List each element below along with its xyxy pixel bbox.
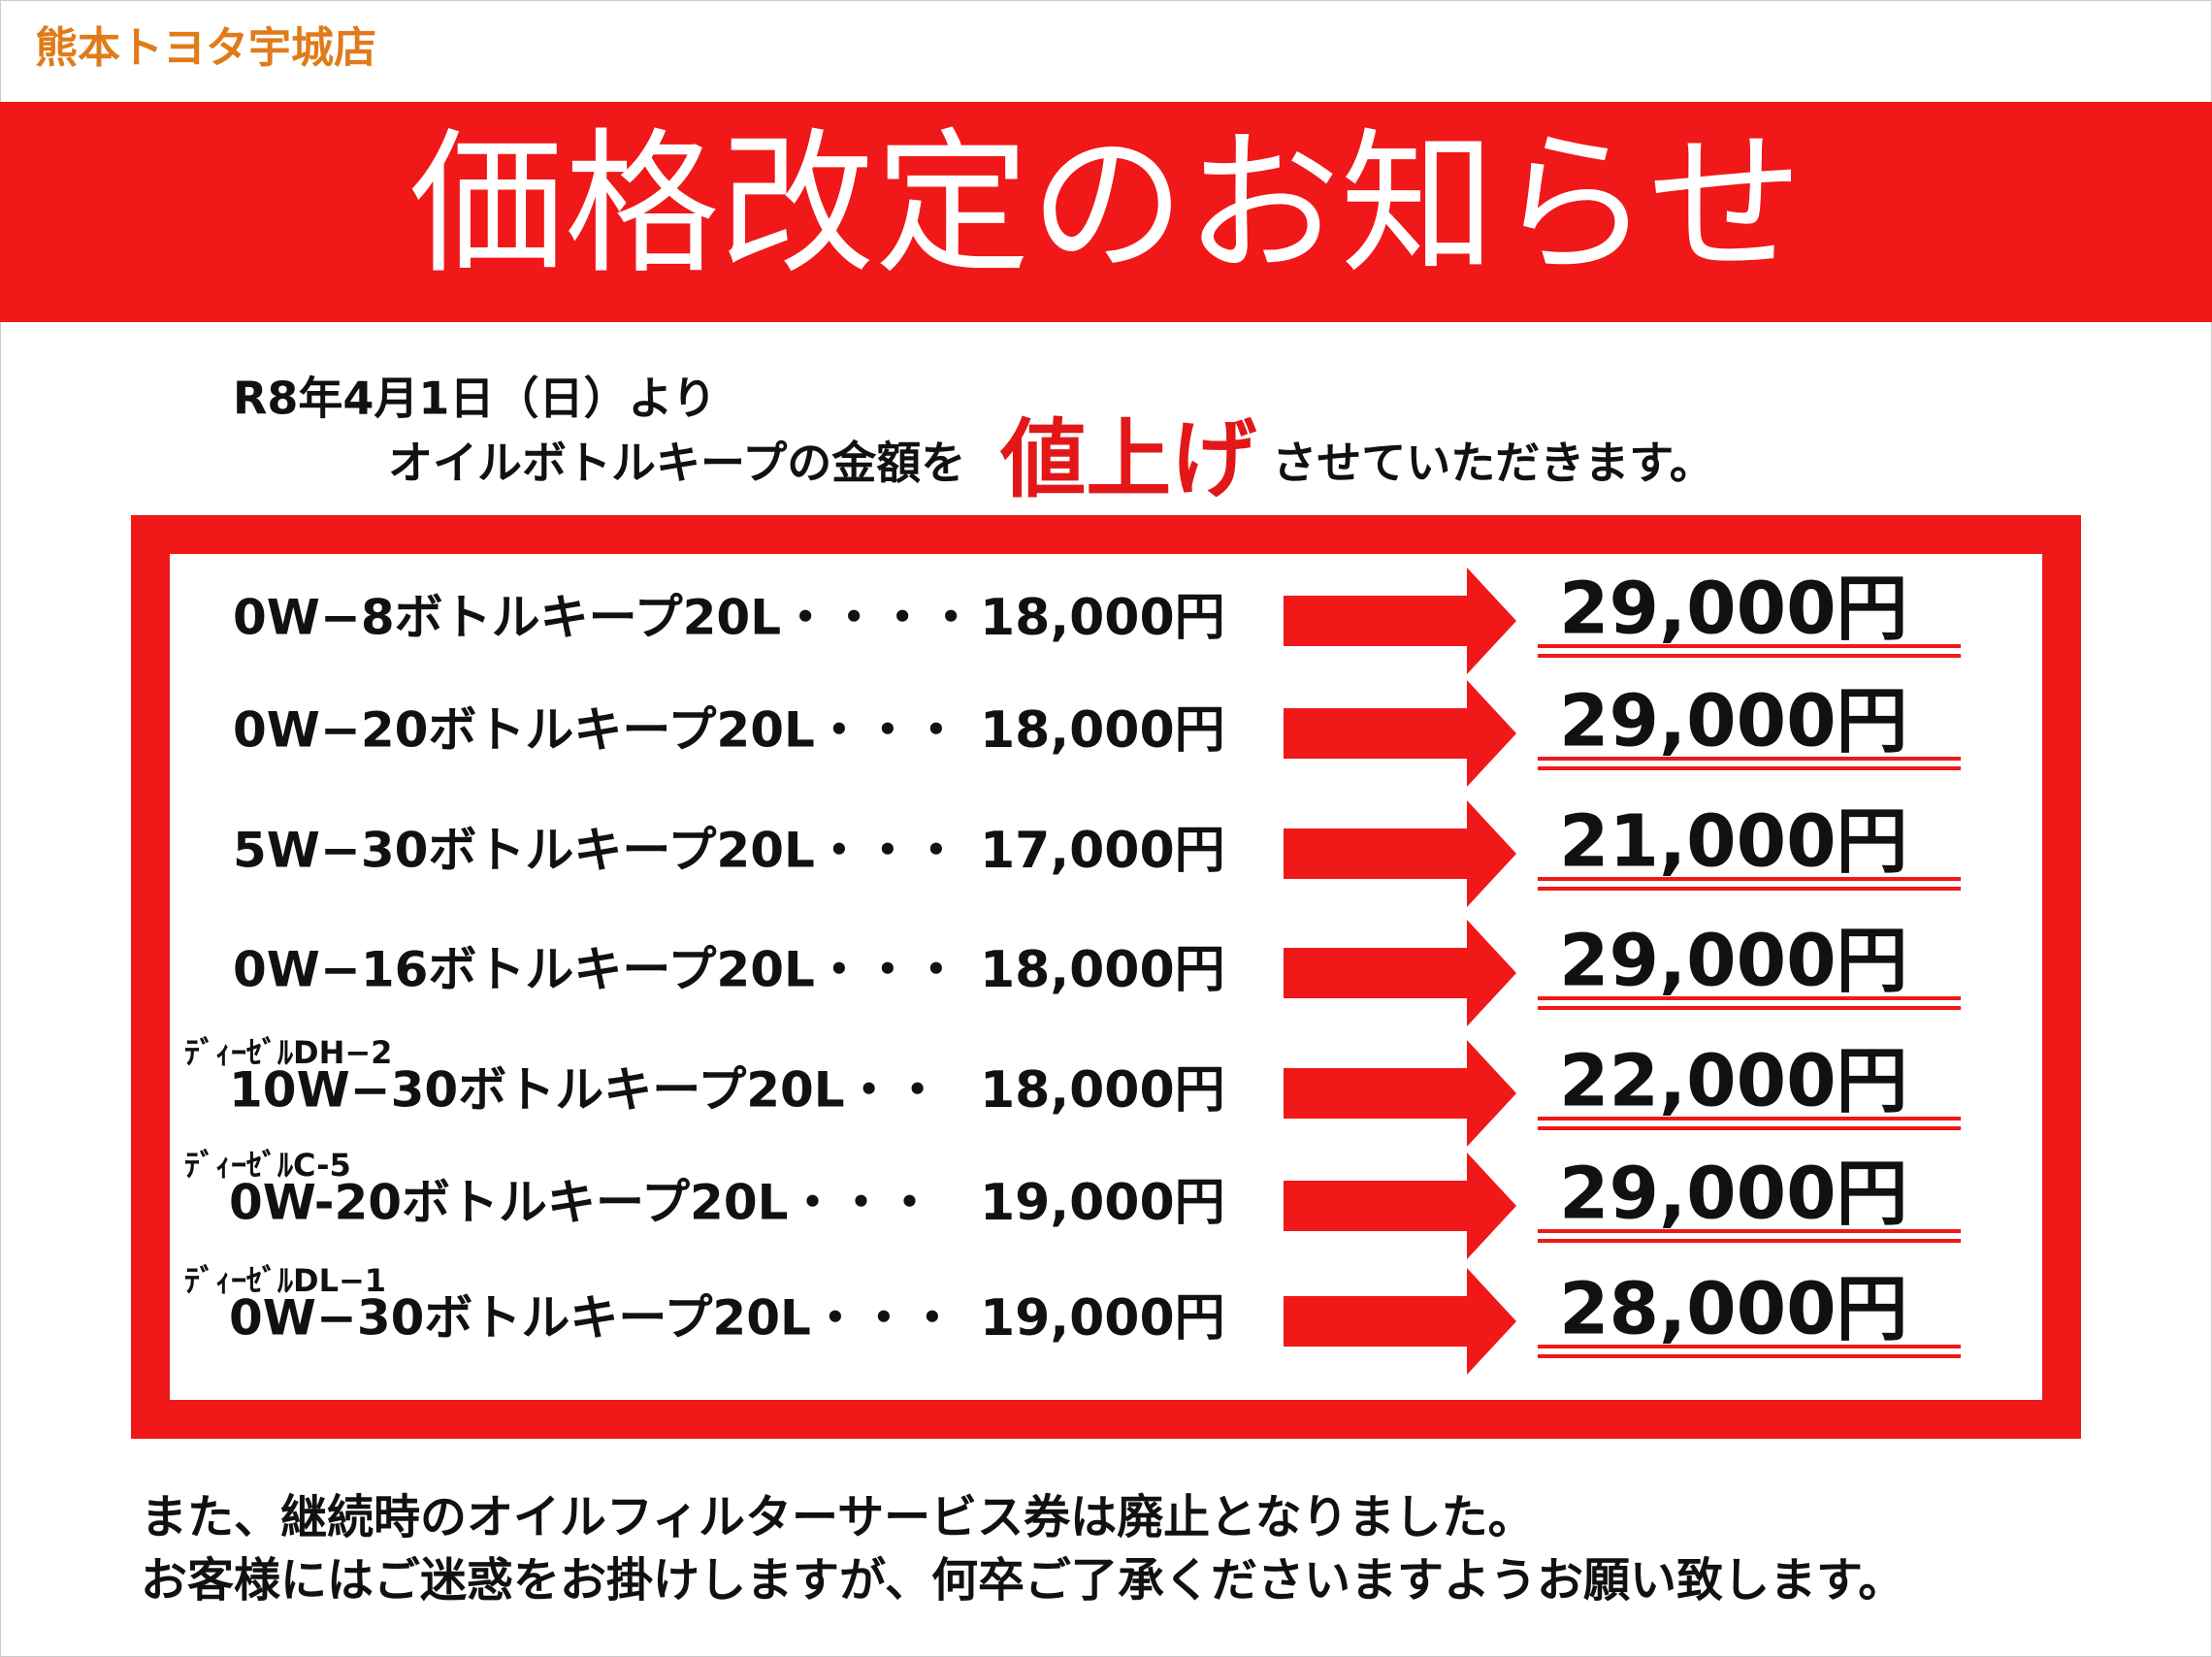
price-list: 0W−8ボトルキープ20L・・・・ 18,000円 29,000円0W−20ボトルキ… xyxy=(184,568,1961,1375)
arrow xyxy=(1284,680,1516,787)
new-price: 29,000円 xyxy=(1559,920,1908,1003)
underline xyxy=(1538,996,1961,1000)
item-name: 0W-20ボトルキープ20L・・・ xyxy=(229,1175,933,1231)
old-price: 17,000円 xyxy=(980,822,1225,880)
new-price: 29,000円 xyxy=(1559,680,1908,764)
intro-date: R8年4月1日（日）より xyxy=(233,373,717,425)
underline xyxy=(1538,1126,1961,1130)
title-band xyxy=(0,102,2212,322)
underline xyxy=(1538,766,1961,770)
arrow xyxy=(1284,1268,1516,1375)
new-price: 21,000円 xyxy=(1559,800,1908,884)
old-price: 19,000円 xyxy=(980,1174,1225,1232)
new-price: 29,000円 xyxy=(1559,1153,1908,1236)
arrow xyxy=(1284,1040,1516,1147)
underline xyxy=(1538,1239,1961,1243)
item-name: 0W−16ボトルキープ20L・・・ xyxy=(233,942,960,998)
item-prefix: ﾃﾞｨｰｾﾞﾙC-5 xyxy=(184,1147,351,1184)
item-name: 10W−30ボトルキープ20L・・ xyxy=(229,1062,942,1119)
old-price: 18,000円 xyxy=(980,1061,1225,1120)
underline xyxy=(1538,644,1961,648)
underline xyxy=(1538,1354,1961,1358)
old-price: 18,000円 xyxy=(980,589,1225,647)
arrow xyxy=(1284,920,1516,1026)
price-box xyxy=(131,515,2081,1439)
intro-text: オイルボトルキープの金額を 値上げ させていただきます。 xyxy=(388,409,1714,509)
item-name: 5W−30ボトルキープ20L・・・ xyxy=(233,823,960,879)
intro-before: オイルボトルキープの金額を xyxy=(388,437,965,489)
arrow xyxy=(1284,1153,1516,1259)
underline xyxy=(1538,1117,1961,1121)
title: 価格改定のお知らせ xyxy=(409,114,1804,295)
underline xyxy=(1538,877,1961,881)
item-prefix: ﾃﾞｨｰｾﾞﾙDL−1 xyxy=(184,1262,386,1299)
intro-after: させていただきます。 xyxy=(1272,437,1713,489)
item-prefix: ﾃﾞｨｰｾﾞﾙDH−2 xyxy=(184,1034,392,1071)
arrow xyxy=(1284,568,1516,674)
old-price: 18,000円 xyxy=(980,941,1225,999)
footer-line: お客様にはご迷惑をお掛けしますが、何卒ご了承くださいますようお願い致します。 xyxy=(141,1553,1904,1608)
item-name: 0W−20ボトルキープ20L・・・ xyxy=(233,702,960,759)
underline xyxy=(1538,1345,1961,1348)
underline xyxy=(1538,654,1961,658)
item-name: 0W−30ボトルキープ20L・・・ xyxy=(229,1290,957,1347)
new-price: 29,000円 xyxy=(1559,568,1908,651)
new-price: 22,000円 xyxy=(1559,1040,1908,1123)
underline xyxy=(1538,1229,1961,1233)
intro-emphasis: 値上げ xyxy=(999,409,1256,509)
underline xyxy=(1538,757,1961,761)
store-name: 熊本トヨタ宇城店 xyxy=(35,23,376,73)
underline xyxy=(1538,887,1961,891)
item-name: 0W−8ボトルキープ20L・・・・ xyxy=(233,590,975,646)
underline xyxy=(1538,1006,1961,1010)
footer-line: また、継続時のオイルフィルターサービス券は廃止となりました。 xyxy=(141,1490,1535,1544)
arrow xyxy=(1284,800,1516,907)
new-price: 28,000円 xyxy=(1559,1268,1908,1351)
old-price: 19,000円 xyxy=(980,1289,1225,1348)
old-price: 18,000円 xyxy=(980,701,1225,760)
